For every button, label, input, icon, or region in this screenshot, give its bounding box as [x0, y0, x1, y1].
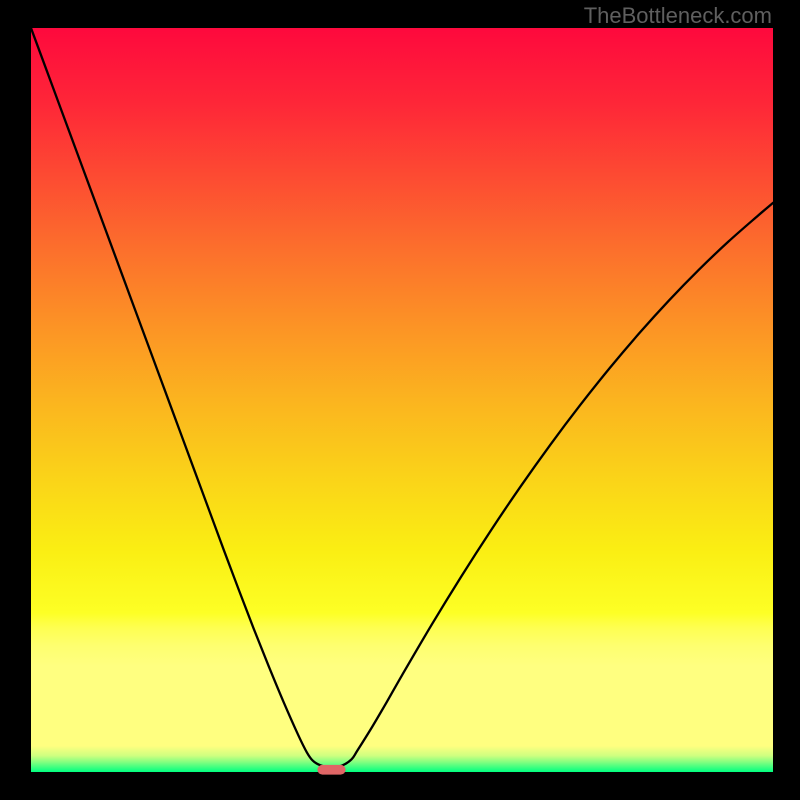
plot-background	[31, 28, 773, 772]
optimum-marker	[317, 765, 345, 775]
watermark-text: TheBottleneck.com	[584, 3, 772, 29]
bottleneck-chart	[0, 0, 800, 800]
